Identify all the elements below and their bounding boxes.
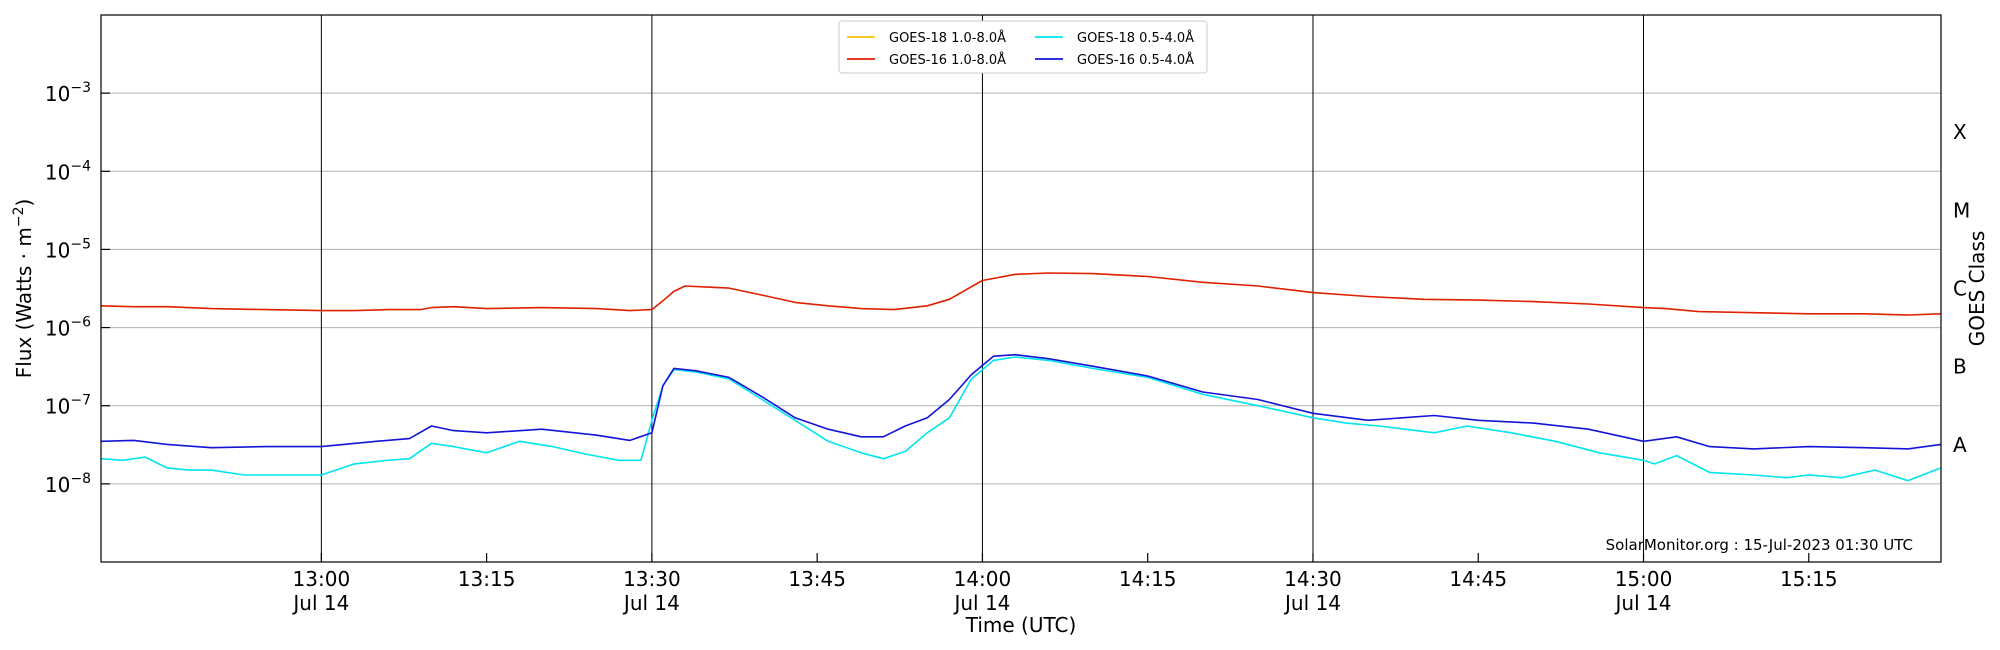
x-tick-date-label: Jul 14: [952, 591, 1010, 615]
legend-label: GOES-16 0.5-4.0Å: [1077, 52, 1194, 68]
legend: GOES-18 1.0-8.0Å GOES-16 1.0-8.0Å GOES-18 …: [838, 20, 1208, 74]
x-axis-title: Time (UTC): [965, 613, 1077, 637]
y-tick-label: 10−8: [45, 471, 91, 497]
x-tick-date-label: Jul 14: [1614, 591, 1672, 615]
legend-label: GOES-16 1.0-8.0Å: [889, 52, 1006, 68]
x-tick-label: 15:15: [1780, 567, 1838, 591]
y-axis-title-exponent: −2: [11, 207, 27, 228]
x-tick-label: 14:30: [1284, 567, 1342, 591]
x-tick-label: 13:00: [293, 567, 351, 591]
series-layer: [100, 272, 1942, 482]
x-tick-label: 14:45: [1449, 567, 1507, 591]
x-tick-date-label: Jul 14: [1283, 591, 1341, 615]
grid-layer: [101, 92, 1941, 485]
x-tick-label: 13:15: [458, 567, 516, 591]
legend-label: GOES-18 0.5-4.0Å: [1077, 30, 1194, 46]
y-axis-title: Flux (Watts · m−2): [11, 199, 36, 379]
y-tick-label: 10−5: [45, 236, 91, 262]
y-tick-label: 10−6: [45, 315, 91, 341]
goes-class-axis-title: GOES Class: [1965, 231, 1989, 347]
goes-class-label: X: [1953, 120, 1967, 144]
x-tick-label: 13:45: [788, 567, 846, 591]
day-tick-lines: [320, 15, 1645, 562]
goes-class-label: C: [1953, 277, 1967, 301]
x-tick-label: 15:00: [1615, 567, 1673, 591]
series-line: [100, 356, 1942, 482]
x-tick-date-label: Jul 14: [622, 591, 680, 615]
y-axis-title-close: ): [12, 199, 36, 207]
goes-class-label: A: [1953, 433, 1967, 457]
x-tick-date-label: Jul 14: [291, 591, 349, 615]
series-line: [100, 353, 1942, 450]
y-axis-title-main: Flux (Watts · m: [12, 227, 36, 378]
legend-label: GOES-18 1.0-8.0Å: [889, 30, 1006, 46]
y-tick-label: 10−3: [45, 80, 91, 106]
goes-class-label: B: [1953, 355, 1967, 379]
x-tick-label: 14:15: [1119, 567, 1177, 591]
y-tick-label: 10−4: [45, 158, 91, 184]
y-tick-label: 10−7: [45, 393, 91, 419]
x-tick-label: 13:30: [623, 567, 681, 591]
goes-class-label: M: [1953, 198, 1970, 222]
credit-text: SolarMonitor.org : 15-Jul-2023 01:30 UTC: [1606, 536, 1913, 554]
plot-frame: [100, 14, 1942, 563]
legend-box: [838, 20, 1208, 74]
series-line: [100, 272, 1942, 316]
x-tick-label: 14:00: [954, 567, 1012, 591]
